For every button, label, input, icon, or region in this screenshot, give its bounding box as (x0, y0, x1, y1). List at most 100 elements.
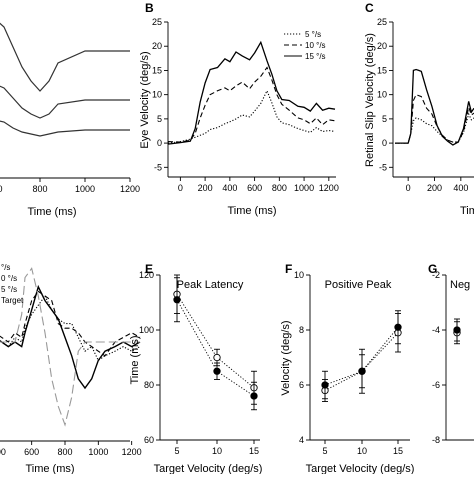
y-tick-label: 20 (152, 41, 162, 51)
x-tick-label: 10 (212, 446, 222, 456)
legend-label-1: 5 °/s (305, 30, 321, 39)
y-tick-label: 60 (144, 435, 154, 445)
panel-e-x-label: Target Velocity (deg/s) (154, 463, 263, 474)
series-line-2 (167, 66, 336, 143)
y-tick-label: -8 (432, 435, 440, 445)
y-tick-label: 8 (299, 325, 304, 335)
y-tick-label: 120 (139, 270, 154, 280)
panel-c-y-ticks: -5 0 5 10 15 20 25 (377, 17, 393, 172)
y-tick-label: 0 (382, 138, 387, 148)
panel-e-y-label: Time (ms) (129, 335, 141, 384)
x-tick-label: 200 (427, 183, 442, 193)
panel-d-x-ticks: 400 600 800 1000 1200 (0, 441, 142, 457)
series-line-3 (395, 68, 474, 146)
panel-g-plot (453, 318, 461, 345)
panel-d: 400 600 800 1000 1200 Time (ms) °/s 0 °/s 5 °/… (0, 263, 142, 475)
x-tick-label: 1000 (294, 183, 314, 193)
panel-c-x-label: Tim (460, 205, 474, 217)
series-line-2 (0, 290, 141, 357)
x-tick-label: 15 (249, 446, 259, 456)
panel-g-letter: G (428, 262, 437, 276)
x-tick-label: 400 (0, 447, 6, 457)
x-tick-label: 1200 (122, 447, 142, 457)
y-tick-label: 4 (299, 435, 304, 445)
x-tick-label: 200 (198, 183, 213, 193)
x-tick-label: 600 (24, 447, 39, 457)
x-tick-label: 5 (174, 446, 179, 456)
panel-b-y-label: Eye Velocity (deg/s) (139, 51, 151, 148)
series-line-1 (167, 89, 336, 144)
series-line-2 (324, 327, 399, 386)
series-line-1 (176, 294, 255, 389)
filled-point (394, 323, 402, 331)
x-tick-label: 1200 (319, 183, 339, 193)
y-tick-label: -4 (432, 325, 440, 335)
panel-f-x-ticks: 5 10 15 (322, 440, 403, 456)
legend-label-2: 10 °/s (305, 41, 326, 50)
series-line-3 (0, 120, 130, 137)
y-tick-label: 100 (139, 325, 154, 335)
legend-label-2: 0 °/s (1, 274, 17, 283)
legend-label-3: 15 °/s (305, 52, 326, 61)
x-tick-label: 5 (322, 446, 327, 456)
y-tick-label: 10 (152, 90, 162, 100)
panel-f-y-ticks: 4 6 8 10 (294, 270, 310, 445)
x-tick-label: 600 (0, 184, 3, 194)
filled-point (173, 296, 181, 304)
panel-b-x-label: Time (ms) (227, 205, 276, 217)
panel-c-plot (395, 68, 474, 146)
x-tick-label: 0 (178, 183, 183, 193)
y-tick-label: 10 (294, 270, 304, 280)
panel-b-y-ticks: -5 0 5 10 15 20 25 (152, 17, 168, 172)
panel-c-letter: C (365, 1, 374, 15)
y-tick-label: 5 (157, 114, 162, 124)
panel-f-title: Positive Peak (325, 279, 392, 291)
legend-label-4: Target (1, 296, 24, 305)
series-line-1 (395, 112, 474, 144)
panel-f-y-label: Velocity (deg/s) (280, 320, 292, 395)
y-tick-label: 20 (377, 41, 387, 51)
series-line-3 (167, 40, 336, 145)
panel-b-letter: B (145, 1, 154, 15)
panel-f-x-label: Target Velocity (deg/s) (306, 463, 415, 474)
series-line-2 (176, 299, 255, 397)
y-tick-label: 10 (377, 90, 387, 100)
series-line-1 (0, 22, 130, 92)
panel-b-legend: 5 °/s 10 °/s 15 °/s (284, 30, 326, 61)
series-line-4 (0, 267, 140, 427)
series-line-2 (395, 94, 474, 144)
panel-g-title: Neg (450, 279, 470, 291)
panel-d-legend: °/s 0 °/s 5 °/s Target (1, 263, 24, 305)
x-tick-label: 800 (32, 184, 47, 194)
x-tick-label: 1000 (75, 184, 95, 194)
panel-b-x-ticks: 0 200 400 600 800 1000 1200 (178, 177, 339, 193)
y-tick-label: -6 (432, 380, 440, 390)
x-tick-label: 800 (57, 447, 72, 457)
panel-d-plot (0, 267, 141, 427)
panel-c-y-label: Retinal Slip Velocity (deg/s) (364, 33, 376, 167)
y-tick-label: -5 (154, 162, 162, 172)
panel-f-letter: F (285, 262, 292, 276)
panel-e: E Peak Latency 5 10 15 60 80 100 120 Target V… (129, 262, 263, 475)
panel-c: C 0 200 400 -5 0 5 10 15 20 25 Tim Retinal Slip … (364, 1, 474, 217)
panel-g-y-ticks: -2 -4 -6 -8 (432, 270, 446, 445)
x-tick-label: 10 (357, 446, 367, 456)
filled-point (453, 326, 461, 334)
panel-e-title: Peak Latency (177, 279, 244, 291)
x-tick-label: 1200 (120, 184, 140, 194)
legend-label-1: °/s (1, 263, 10, 272)
panel-a-plot (0, 22, 130, 137)
panel-b-plot (167, 40, 336, 145)
y-tick-label: 15 (377, 65, 387, 75)
panel-c-x-ticks: 0 200 400 (406, 177, 468, 193)
x-tick-label: 0 (406, 183, 411, 193)
x-tick-label: 400 (222, 183, 237, 193)
y-tick-label: 0 (157, 138, 162, 148)
y-tick-label: 25 (152, 17, 162, 27)
y-tick-label: -2 (432, 270, 440, 280)
panel-d-x-label: Time (ms) (25, 463, 74, 474)
y-tick-label: 80 (144, 380, 154, 390)
x-tick-label: 800 (272, 183, 287, 193)
panel-e-plot (173, 274, 258, 411)
